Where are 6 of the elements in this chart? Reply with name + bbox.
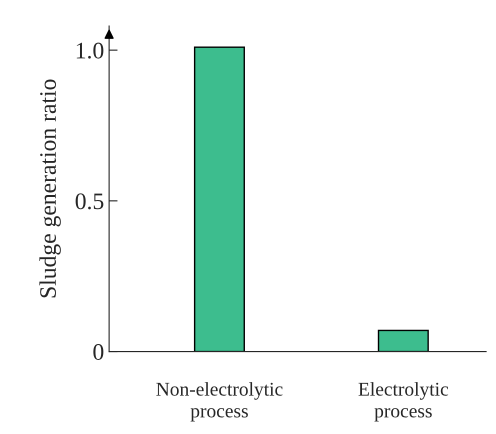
y-tick-label: 0 xyxy=(93,344,104,360)
x-tick-label: Non-electrolytic process xyxy=(156,382,283,422)
y-tick-label: 0.5 xyxy=(76,193,104,210)
y-axis-title: Sludge generation ratio xyxy=(39,80,61,298)
x-tick-label: Electrolytic process xyxy=(358,382,448,422)
y-tick-label: 1.0 xyxy=(76,42,104,59)
